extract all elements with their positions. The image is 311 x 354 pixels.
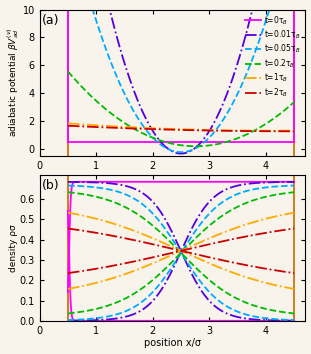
Legend: t=0τ$_B$, t=0.01τ$_B$, t=0.05τ$_B$, t=0.2τ$_B$, t=1τ$_B$, t=2τ$_B$: t=0τ$_B$, t=0.01τ$_B$, t=0.05τ$_B$, t=0.… — [242, 11, 304, 102]
Y-axis label: adiabatic potential $\beta V_{ad}^{(\nu)}$: adiabatic potential $\beta V_{ad}^{(\nu)… — [6, 28, 21, 137]
X-axis label: position x/σ: position x/σ — [144, 338, 201, 348]
Y-axis label: density ρσ: density ρσ — [9, 224, 18, 272]
Text: (a): (a) — [42, 14, 60, 27]
Text: (b): (b) — [42, 179, 60, 192]
